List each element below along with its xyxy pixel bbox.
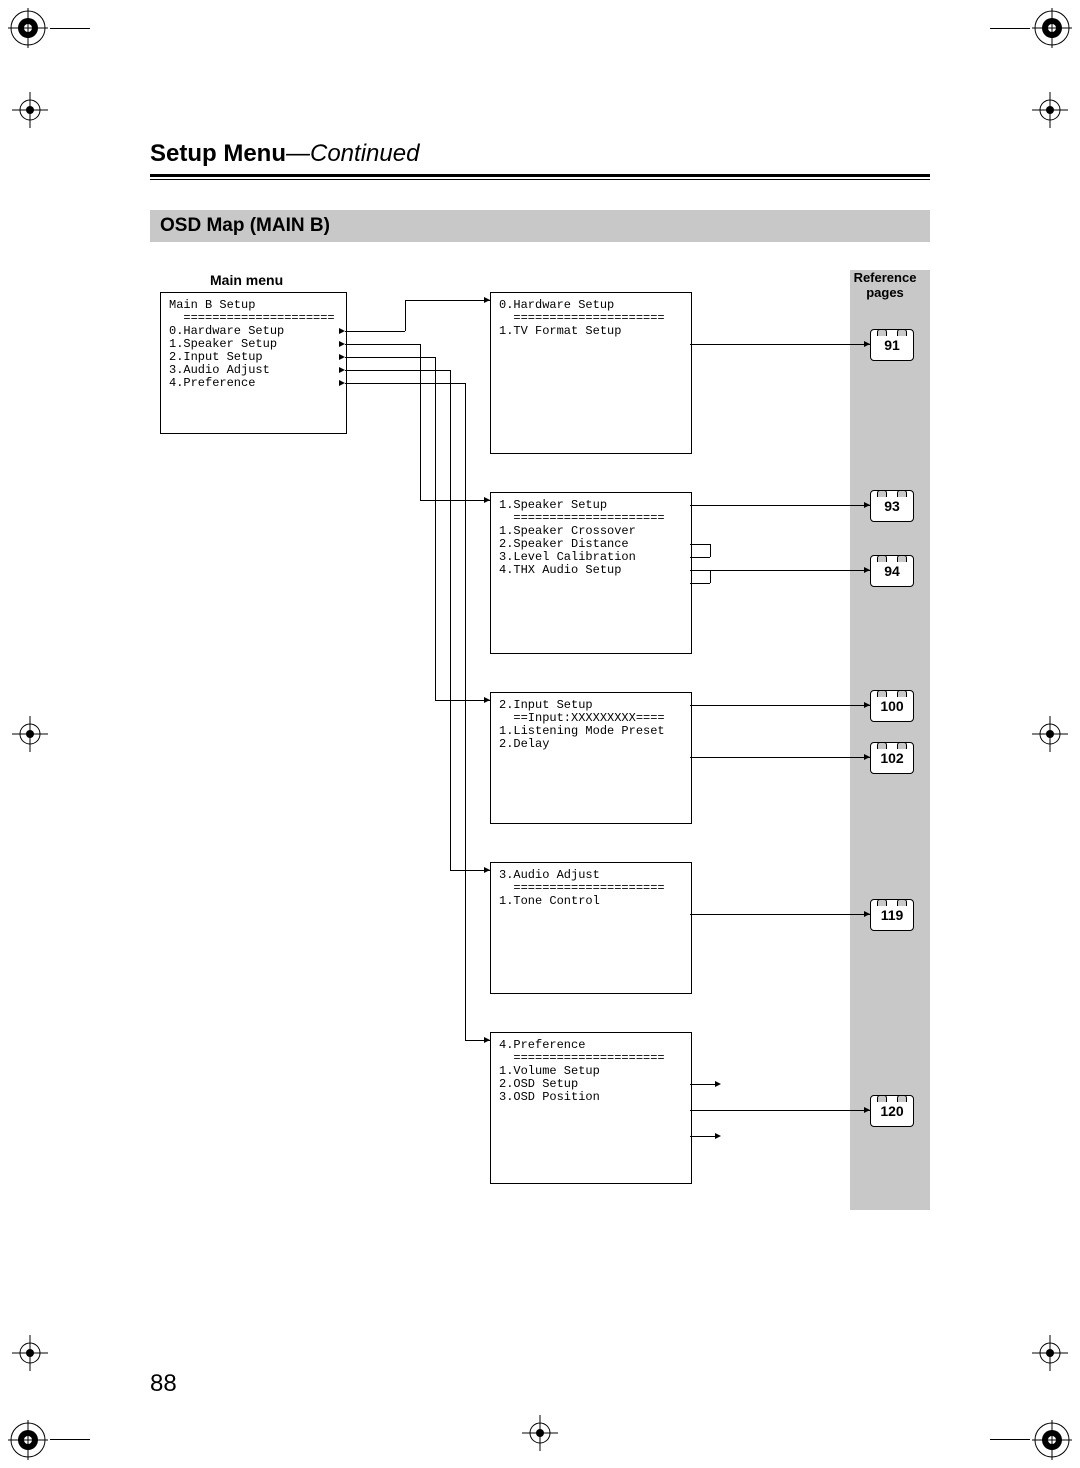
tick bbox=[990, 28, 1030, 29]
reference-column bbox=[850, 270, 930, 1210]
connector bbox=[405, 300, 406, 331]
connector bbox=[690, 505, 870, 506]
sub-box-input: 2.Input Setup ==Input:XXXXXXXXX====1.Lis… bbox=[490, 692, 692, 824]
manual-page: Setup Menu—Continued OSD Map (MAIN B) Re… bbox=[0, 0, 1080, 1468]
sub-box-hardware: 0.Hardware Setup =====================1.… bbox=[490, 292, 692, 454]
main-menu-box: Main B Setup =====================0.Hard… bbox=[160, 292, 347, 434]
connector bbox=[690, 570, 870, 571]
section-title-bar: OSD Map (MAIN B) bbox=[150, 210, 930, 242]
sub-box-preference: 4.Preference =====================1.Volu… bbox=[490, 1032, 692, 1184]
osd-line: 1.Tone Control bbox=[499, 895, 683, 908]
page-reference-tag: 102 bbox=[870, 742, 914, 774]
reference-label-1: Reference bbox=[854, 270, 917, 285]
connector bbox=[690, 583, 710, 584]
connector bbox=[690, 1136, 715, 1137]
arrow-icon bbox=[715, 1133, 721, 1139]
osd-map-diagram: Reference pages Main menu Main B Setup =… bbox=[150, 262, 930, 1222]
main-menu-label: Main menu bbox=[210, 272, 283, 288]
connector bbox=[345, 331, 405, 332]
connector bbox=[345, 383, 465, 384]
connector bbox=[690, 1084, 715, 1085]
sub-box-audio: 3.Audio Adjust =====================1.To… bbox=[490, 862, 692, 994]
page-number: 88 bbox=[150, 1370, 177, 1398]
page-header: Setup Menu—Continued bbox=[150, 140, 930, 168]
reg-mark-tr bbox=[1032, 8, 1072, 48]
crop-mark-r3 bbox=[1030, 1333, 1070, 1378]
connector bbox=[435, 357, 436, 700]
header-rule-thick bbox=[150, 174, 930, 177]
page-reference-tag: 91 bbox=[870, 329, 914, 361]
connector bbox=[690, 705, 870, 706]
tick bbox=[990, 1439, 1030, 1440]
header-rule-thin bbox=[150, 179, 930, 180]
connector bbox=[710, 544, 711, 557]
osd-line: 2.Delay bbox=[499, 738, 683, 751]
connector bbox=[405, 300, 490, 301]
connector bbox=[690, 570, 710, 571]
page-reference-tag: 100 bbox=[870, 690, 914, 722]
crop-mark-bc bbox=[520, 1413, 560, 1458]
arrow-icon bbox=[339, 328, 345, 334]
reference-header: Reference pages bbox=[840, 270, 930, 300]
connector bbox=[450, 370, 451, 870]
connector bbox=[690, 914, 870, 915]
content-frame: Setup Menu—Continued OSD Map (MAIN B) Re… bbox=[150, 140, 930, 1220]
page-reference-tag: 94 bbox=[870, 555, 914, 587]
crop-mark-r1 bbox=[1030, 90, 1070, 135]
osd-line: 4.THX Audio Setup bbox=[499, 564, 683, 577]
crop-mark-r2 bbox=[1030, 714, 1070, 759]
connector bbox=[345, 357, 435, 358]
tick bbox=[50, 1439, 90, 1440]
reg-mark-tl bbox=[8, 8, 48, 48]
connector bbox=[690, 557, 710, 558]
connector bbox=[345, 370, 450, 371]
crop-mark-l1 bbox=[10, 90, 50, 135]
connector bbox=[690, 544, 710, 545]
connector bbox=[435, 700, 490, 701]
arrow-icon bbox=[715, 1081, 721, 1087]
header-italic: Continued bbox=[310, 140, 419, 167]
connector bbox=[345, 344, 420, 345]
page-reference-tag: 119 bbox=[870, 899, 914, 931]
connector bbox=[465, 383, 466, 1040]
connector bbox=[710, 570, 711, 583]
page-reference-tag: 93 bbox=[870, 490, 914, 522]
sub-box-speaker: 1.Speaker Setup =====================1.S… bbox=[490, 492, 692, 654]
arrow-icon bbox=[339, 341, 345, 347]
connector bbox=[420, 344, 421, 500]
reg-mark-bl bbox=[8, 1420, 48, 1460]
arrow-icon bbox=[339, 367, 345, 373]
arrow-icon bbox=[339, 354, 345, 360]
crop-mark-l2 bbox=[10, 714, 50, 759]
osd-line: 1.TV Format Setup bbox=[499, 325, 683, 338]
connector bbox=[420, 500, 490, 501]
tick bbox=[50, 28, 90, 29]
crop-mark-l3 bbox=[10, 1333, 50, 1378]
page-reference-tag: 120 bbox=[870, 1095, 914, 1127]
header-dash: — bbox=[286, 140, 310, 167]
connector bbox=[690, 344, 870, 345]
connector bbox=[690, 1110, 870, 1111]
osd-line: 4.Preference bbox=[169, 377, 338, 390]
arrow-icon bbox=[339, 380, 345, 386]
osd-line: 3.OSD Position bbox=[499, 1091, 683, 1104]
header-bold: Setup Menu bbox=[150, 140, 286, 167]
reference-label-2: pages bbox=[866, 285, 904, 300]
reg-mark-br bbox=[1032, 1420, 1072, 1460]
connector bbox=[690, 757, 870, 758]
